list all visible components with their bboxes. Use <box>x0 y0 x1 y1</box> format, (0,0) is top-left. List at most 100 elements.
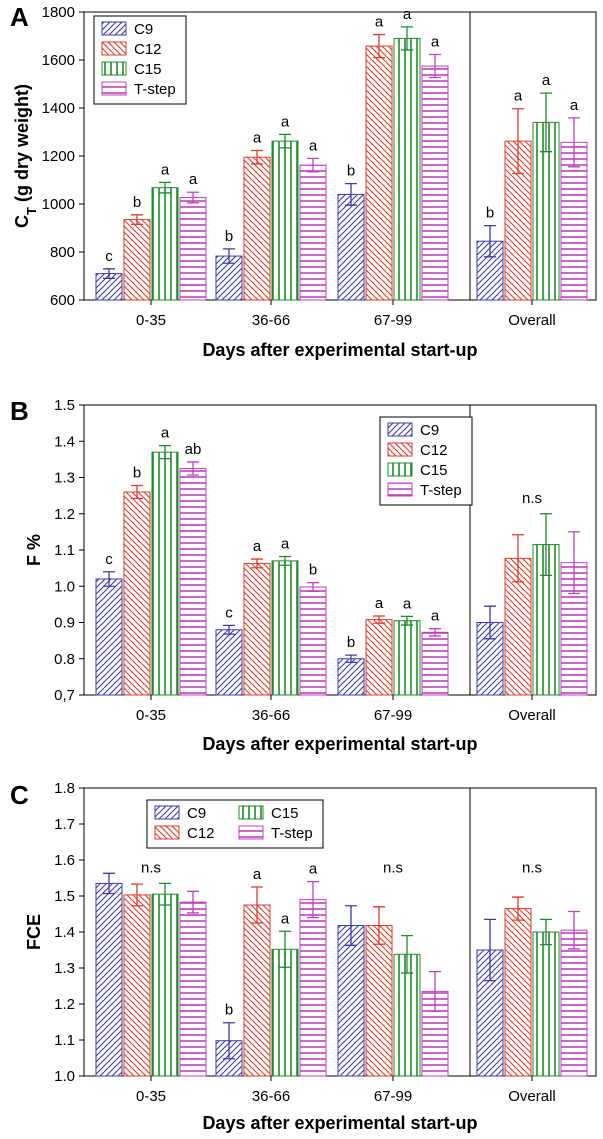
bar-t-step <box>421 990 449 1077</box>
significance-label: a <box>431 608 440 625</box>
error-bar <box>484 605 496 640</box>
error-bar <box>568 531 580 595</box>
legend-swatch-c9 <box>154 805 180 820</box>
error-bar <box>223 248 235 264</box>
error-bar <box>279 930 291 968</box>
significance-label: a <box>403 6 412 23</box>
error-bar <box>103 571 115 587</box>
bar-c12 <box>504 908 532 1077</box>
legend-label: C15 <box>134 61 162 78</box>
error-bar <box>159 181 171 194</box>
bar-t-step <box>299 164 327 301</box>
significance-label: a <box>375 595 384 612</box>
significance-label: b <box>309 562 317 579</box>
bar-c15 <box>151 451 179 696</box>
error-bar <box>568 117 580 168</box>
legend-label: C12 <box>420 442 448 459</box>
y-tick-label: 800 <box>50 244 75 261</box>
y-tick-label: 600 <box>50 292 75 309</box>
error-bar <box>223 624 235 635</box>
legend: C9 C12 C15 T-step <box>93 15 187 105</box>
error-bar <box>401 934 413 974</box>
x-axis-title: Days after experimental start-up <box>202 1113 477 1133</box>
significance-label: a <box>161 425 170 442</box>
error-bar <box>512 896 524 921</box>
x-axis-title: Days after experimental start-up <box>202 340 477 360</box>
significance-label: a <box>161 161 170 178</box>
y-tick-label: 1600 <box>42 52 75 69</box>
bar-t-step <box>179 467 207 696</box>
error-bar <box>540 92 552 153</box>
significance-label: a <box>253 129 262 146</box>
significance-label: c <box>105 248 113 265</box>
bar-c15 <box>393 953 421 1077</box>
y-tick-label: 1.1 <box>54 542 75 559</box>
y-tick-label: 0.9 <box>54 615 75 632</box>
legend-label: C15 <box>420 462 448 479</box>
y-axis-title: CT (g dry weight) <box>12 84 39 228</box>
significance-label: c <box>105 551 113 568</box>
legend-swatch-c12 <box>387 442 413 457</box>
legend: C9 C12 C15 T-step <box>146 799 324 849</box>
significance-label: a <box>542 72 551 89</box>
significance-label: a <box>375 14 384 31</box>
error-bar <box>187 461 199 476</box>
y-tick-label: 1400 <box>42 100 75 117</box>
bar-t-step <box>179 901 207 1077</box>
chart-panel-b: B 0,7 0.8 0.9 1.0 1.1 1.2 1.3 1.4 1.5 F % 0-35 36-66… <box>10 396 597 754</box>
error-bar <box>401 26 413 51</box>
y-tick-label: 1.3 <box>54 960 75 977</box>
error-bar <box>345 905 357 946</box>
error-bar <box>512 534 524 583</box>
y-tick-label: 1.4 <box>54 924 75 941</box>
error-bar <box>401 615 413 626</box>
bar-t-step <box>421 65 449 301</box>
error-bar <box>540 918 552 946</box>
legend-swatch-t-step <box>387 482 413 497</box>
significance-label: a <box>281 910 290 927</box>
legend-swatch-c9 <box>101 21 127 36</box>
significance-label: a <box>309 137 318 154</box>
significance-label: a <box>253 538 262 555</box>
error-bar <box>345 182 357 206</box>
panel-label: A <box>10 2 29 32</box>
legend-label: T-step <box>271 825 313 842</box>
legend: C9 C12 C15 T-step <box>379 416 473 506</box>
error-bar <box>251 149 263 165</box>
legend-label: C12 <box>134 41 162 58</box>
y-tick-label: 1.8 <box>54 780 75 797</box>
error-bar <box>429 628 441 637</box>
error-bar <box>223 1022 235 1060</box>
y-tick-label: 1.2 <box>54 506 75 523</box>
x-tick-label: 36-66 <box>252 1088 290 1105</box>
y-tick-label: 1800 <box>42 4 75 21</box>
x-tick-label: Overall <box>508 1088 556 1105</box>
error-bar <box>429 53 441 79</box>
x-tick-label: 0-35 <box>136 312 166 329</box>
bar-t-step <box>299 586 327 696</box>
y-tick-label: 1.6 <box>54 852 75 869</box>
x-tick-label: 0-35 <box>136 1088 166 1105</box>
legend-label: T-step <box>134 81 176 98</box>
significance-label: n.s <box>383 860 403 877</box>
y-tick-label: 1.0 <box>54 578 75 595</box>
x-tick-label: 36-66 <box>252 312 290 329</box>
error-bar <box>484 918 496 982</box>
error-bar <box>373 906 385 945</box>
y-tick-label: 1.5 <box>54 888 75 905</box>
error-bar <box>307 880 319 919</box>
significance-label: ab <box>185 441 202 458</box>
error-bar <box>512 108 524 175</box>
legend-swatch-c12 <box>101 41 127 56</box>
bar-c12 <box>123 894 151 1077</box>
error-bar <box>279 133 291 149</box>
bar-c9 <box>95 578 123 696</box>
y-axis-title: F % <box>24 534 44 566</box>
bar-c12 <box>243 562 271 696</box>
error-bar <box>307 581 319 592</box>
y-tick-label: 1.2 <box>54 996 75 1013</box>
significance-label: a <box>309 861 318 878</box>
legend-swatch-c15 <box>238 805 264 820</box>
legend-swatch-c9 <box>387 422 413 437</box>
